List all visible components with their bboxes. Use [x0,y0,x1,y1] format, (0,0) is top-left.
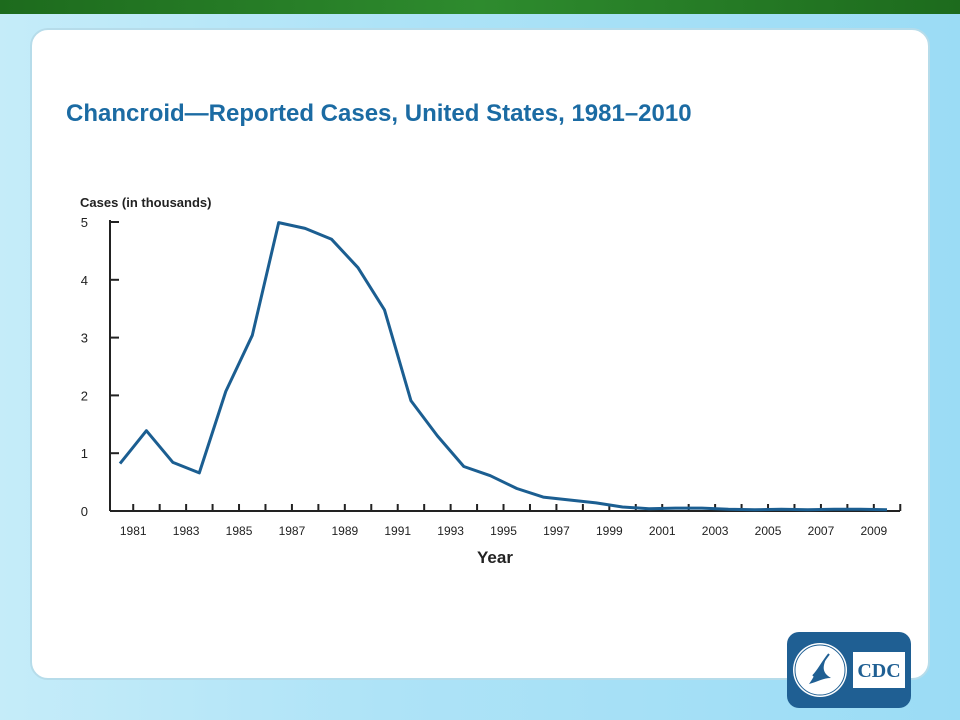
x-tick-label: 1997 [543,524,570,538]
top-banner-bar [0,0,960,14]
y-tick-label: 1 [81,446,88,461]
x-tick-label: 1985 [226,524,253,538]
y-axis-label: Cases (in thousands) [80,195,211,210]
x-tick-label: 1995 [490,524,517,538]
x-tick-label: 2009 [860,524,887,538]
y-tick-label: 4 [81,273,88,288]
y-tick-label: 0 [81,504,88,519]
x-tick-label: 1981 [120,524,147,538]
x-tick-label: 1993 [437,524,464,538]
x-tick-label: 1983 [173,524,200,538]
y-tick-label: 3 [81,331,88,346]
series-line [118,221,888,512]
slide-title: Chancroid—Reported Cases, United States,… [66,100,692,127]
cdc-wordmark: CDC [857,660,900,682]
logo-graphic: CDC [793,643,905,697]
x-tick-label: 1999 [596,524,623,538]
x-axis-label: Year [477,548,513,567]
x-tick-label: 1989 [331,524,358,538]
cdc-wordmark-box [853,652,905,688]
x-tick-label: 2003 [702,524,729,538]
x-tick-label: 2007 [808,524,835,538]
x-tick-label: 2001 [649,524,676,538]
slide-card [30,28,930,680]
y-tick-label: 5 [81,215,88,230]
x-tick-label: 1987 [279,524,306,538]
x-tick-label: 2005 [755,524,782,538]
cdc-logo: CDC [787,632,911,708]
x-tick-label: 1991 [384,524,411,538]
y-tick-label: 2 [81,388,88,403]
